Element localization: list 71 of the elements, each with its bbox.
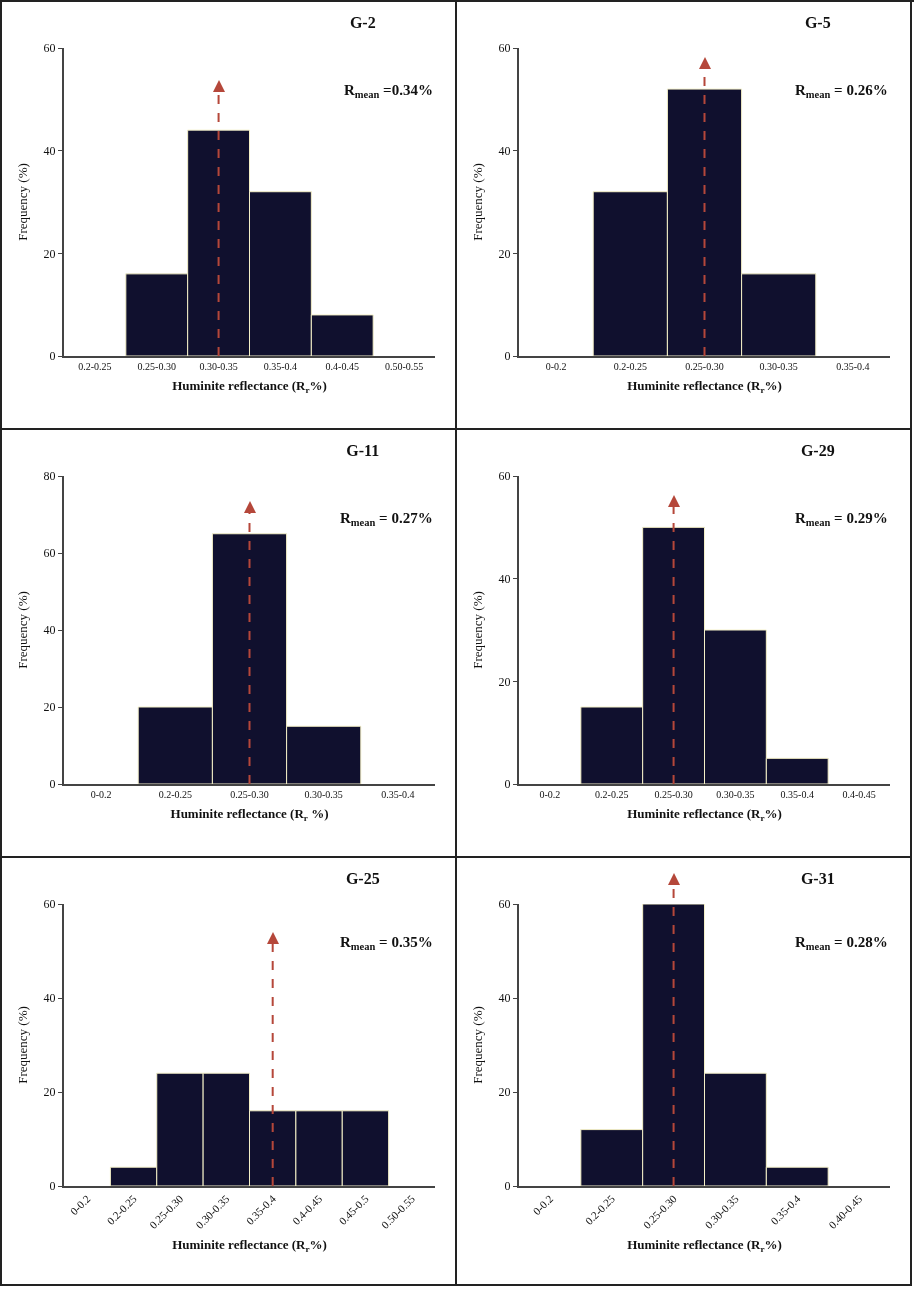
x-tick-label: 0.35-0.4 [780, 789, 814, 800]
y-tick-label: 80 [43, 469, 56, 484]
y-tick-label: 20 [43, 700, 56, 715]
x-tick-label: 0.2-0.25 [158, 789, 192, 800]
x-tick-label: 0.25-0.30 [230, 789, 269, 800]
x-tick-label: 0.4-0.45 [842, 789, 876, 800]
x-tick-label: 0.25-0.30 [137, 361, 176, 372]
x-tick-label: 0.30-0.35 [199, 361, 238, 372]
y-tick-label: 0 [504, 777, 511, 792]
x-tick-label: 0.2-0.25 [595, 789, 629, 800]
x-tick-label: 0.25-0.30 [654, 789, 693, 800]
y-tick-label: 20 [498, 246, 511, 261]
y-tick-label: 20 [43, 246, 56, 261]
y-tick-label: 40 [43, 143, 56, 158]
y-tick-label: 60 [43, 41, 56, 56]
y-axis-title: Frequency (%) [470, 591, 485, 669]
x-tick-label: 0.4-0.45 [325, 361, 359, 372]
y-axis-title: Frequency (%) [15, 1006, 30, 1084]
x-axis-title: Huminite reflectance (R$_{r}$%) [627, 1236, 782, 1254]
y-tick-label: 60 [43, 546, 56, 561]
x-tick-label: 0.25-0.30 [685, 361, 724, 372]
annotation: R$_{mean}$ = 0.29% [795, 510, 888, 529]
chart-title: G-2 [349, 14, 376, 32]
annotation: R$_{mean}$ =0.34% [344, 82, 433, 101]
y-axis-title: Frequency (%) [15, 591, 30, 669]
y-tick-label: 40 [43, 623, 56, 638]
x-tick-label: 0-0.2 [545, 361, 567, 372]
y-tick-label: 40 [498, 571, 511, 586]
x-tick-label: 0.50-0.55 [384, 361, 424, 372]
y-tick-label: 60 [498, 469, 511, 484]
y-tick-label: 0 [504, 1179, 511, 1194]
x-tick-label: 0-0.2 [90, 789, 112, 800]
x-tick-label: 0.35-0.4 [836, 361, 870, 372]
x-axis-title: Huminite reflectance (R$_{r}$%) [627, 806, 782, 823]
y-tick-label: 40 [43, 991, 56, 1006]
x-tick-label: 0.35-0.4 [381, 789, 415, 800]
annotation: R$_{mean}$ = 0.27% [340, 510, 433, 529]
y-tick-label: 60 [498, 897, 511, 912]
x-tick-label: 0-0.2 [539, 789, 561, 800]
y-tick-label: 60 [43, 897, 56, 912]
chart-title: G-11 [346, 442, 380, 460]
chart-title: G-31 [800, 870, 835, 888]
x-axis-title: Huminite reflectance (R$_{r}$ %) [170, 806, 329, 823]
y-axis-title: Frequency (%) [470, 163, 485, 241]
y-tick-label: 20 [43, 1085, 56, 1100]
annotation: R$_{mean}$ = 0.28% [795, 934, 888, 953]
x-axis-title: Huminite reflectance (R$_{r}$%) [172, 1236, 327, 1254]
y-tick-label: 0 [504, 349, 511, 364]
chart-title: G-25 [345, 870, 380, 888]
chart-title: G-5 [804, 14, 831, 32]
x-tick-label: 0.30-0.35 [716, 789, 755, 800]
y-tick-label: 20 [498, 1085, 511, 1100]
x-tick-label: 0.30-0.35 [759, 361, 798, 372]
x-tick-label: 0.30-0.35 [304, 789, 343, 800]
y-tick-label: 40 [498, 991, 511, 1006]
x-tick-label: 0.2-0.25 [78, 361, 112, 372]
annotation: R$_{mean}$ = 0.26% [795, 82, 888, 101]
y-tick-label: 60 [498, 41, 511, 56]
y-tick-label: 20 [498, 674, 511, 689]
y-tick-label: 0 [49, 777, 56, 792]
annotation: R$_{mean}$ = 0.35% [340, 934, 433, 953]
chart-title: G-29 [800, 442, 835, 460]
y-tick-label: 0 [49, 349, 56, 364]
y-axis-title: Frequency (%) [15, 163, 30, 241]
x-tick-label: 0.2-0.25 [613, 361, 647, 372]
y-tick-label: 40 [498, 143, 511, 158]
y-axis-title: Frequency (%) [470, 1006, 485, 1084]
x-tick-label: 0.35-0.4 [263, 361, 298, 372]
y-tick-label: 0 [49, 1179, 56, 1194]
x-axis-title: Huminite reflectance (R$_{r}$%) [627, 378, 782, 395]
x-axis-title: Huminite reflectance (R$_{r}$%) [172, 378, 327, 395]
